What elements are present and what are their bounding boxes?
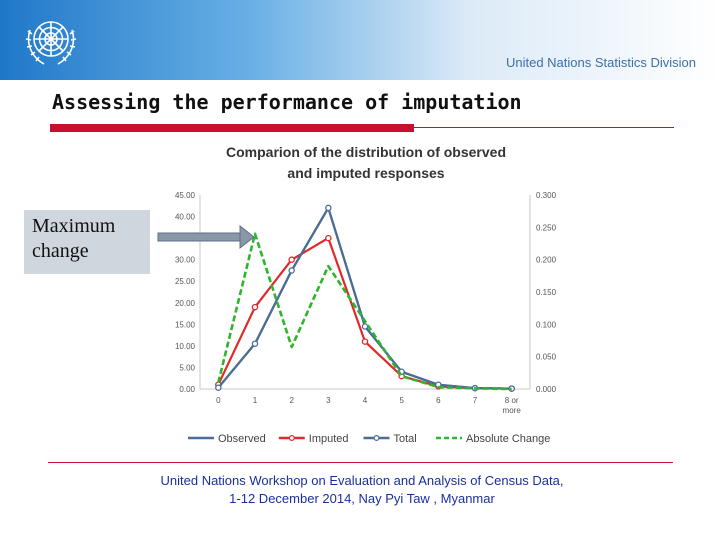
x-tick-label: 1 xyxy=(253,396,258,405)
legend-label-observed: Observed xyxy=(218,433,266,445)
legend-label-imputed: Imputed xyxy=(309,433,349,445)
title-rule xyxy=(414,127,674,128)
y-tick-label: 20.00 xyxy=(175,299,196,308)
y-tick-label: 5.00 xyxy=(179,363,195,372)
data-point-imputed xyxy=(361,338,369,345)
legend-label-total: Total xyxy=(394,433,417,445)
footer: United Nations Workshop on Evaluation an… xyxy=(48,472,676,507)
chart-title-line-2: and imputed responses xyxy=(287,165,444,181)
org-name: United Nations Statistics Division xyxy=(505,55,696,70)
y2-tick-label: 0.300 xyxy=(536,191,557,200)
y-tick-label: 15.00 xyxy=(175,320,196,329)
data-point-imputed xyxy=(288,256,295,263)
x-tick-label: more xyxy=(503,406,522,415)
x-tick-label: 3 xyxy=(326,396,331,405)
x-tick-label: 6 xyxy=(436,396,441,405)
x-tick-label: 0 xyxy=(216,396,221,405)
un-emblem-icon xyxy=(25,21,77,65)
legend-marker-imputed xyxy=(288,435,295,442)
arrow-right-icon xyxy=(157,224,255,250)
y2-tick-label: 0.050 xyxy=(536,353,557,362)
y-tick-label: 30.00 xyxy=(175,256,196,265)
y-tick-label: 25.00 xyxy=(175,277,196,286)
header-banner: United Nations Statistics Division xyxy=(0,0,720,80)
data-point-imputed xyxy=(251,303,259,311)
x-tick-label: 5 xyxy=(399,396,404,405)
data-point-total xyxy=(361,323,369,330)
title-underline xyxy=(50,124,414,132)
distribution-chart: Comparion of the distribution of observe… xyxy=(175,144,557,445)
maximum-change-callout: Maximum change xyxy=(24,210,150,274)
y2-tick-label: 0.200 xyxy=(536,256,557,265)
x-tick-label: 4 xyxy=(363,396,368,405)
footer-line-2: 1-12 December 2014, Nay Pyi Taw , Myanma… xyxy=(229,490,495,506)
footer-line-1: United Nations Workshop on Evaluation an… xyxy=(160,473,564,488)
footer-rule xyxy=(48,462,673,463)
series-line-absolute-change xyxy=(217,232,512,391)
x-tick-label: 2 xyxy=(289,396,294,405)
y2-tick-label: 0.100 xyxy=(536,320,557,329)
y-tick-label: 10.00 xyxy=(175,342,196,351)
y2-tick-label: 0.000 xyxy=(536,385,557,394)
data-point-total xyxy=(288,267,295,274)
x-tick-label: 7 xyxy=(473,396,478,405)
chart-title-line-1: Comparion of the distribution of observe… xyxy=(226,144,506,160)
series-line-imputed xyxy=(217,236,512,390)
slide-title: Assessing the performance of imputation xyxy=(52,90,522,114)
legend-marker-total xyxy=(373,435,380,442)
y-tick-label: 0.00 xyxy=(179,385,195,394)
data-point-total xyxy=(251,340,259,347)
y2-tick-label: 0.150 xyxy=(536,288,557,297)
y-tick-label: 45.00 xyxy=(175,191,196,200)
data-point-total xyxy=(325,204,332,212)
y-tick-label: 40.00 xyxy=(175,213,196,222)
x-tick-label: 8 or xyxy=(505,396,519,405)
legend-label-absolute-change: Absolute Change xyxy=(466,433,550,445)
y2-tick-label: 0.250 xyxy=(536,223,557,232)
data-point-imputed xyxy=(325,234,332,242)
data-point-total xyxy=(215,384,222,391)
